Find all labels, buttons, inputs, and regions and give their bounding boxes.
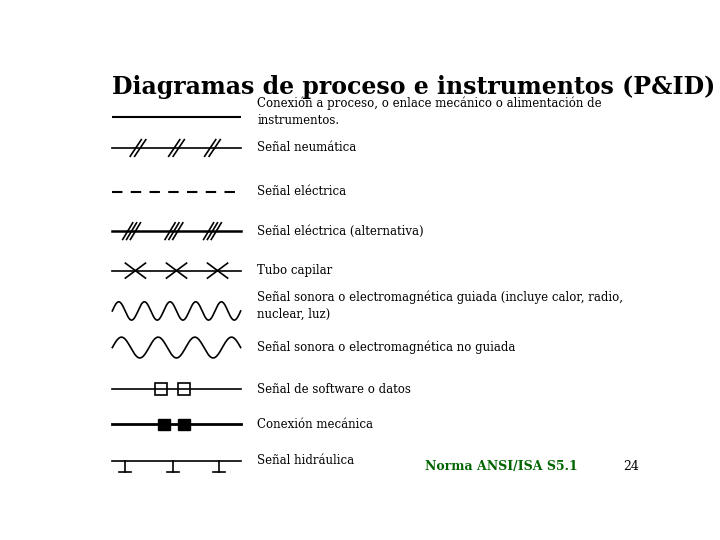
Text: Señal hidráulica: Señal hidráulica [258,454,354,467]
Text: Señal sonora o electromagnética guiada (incluye calor, radio,
nuclear, luz): Señal sonora o electromagnética guiada (… [258,291,624,321]
Text: Señal sonora o electromagnética no guiada: Señal sonora o electromagnética no guiad… [258,341,516,354]
Text: Diagramas de proceso e instrumentos (P&ID): Diagramas de proceso e instrumentos (P&I… [112,75,716,99]
Text: Conexión mecánica: Conexión mecánica [258,418,374,431]
Text: Norma ANSI/ISA S5.1: Norma ANSI/ISA S5.1 [425,460,577,473]
Text: Conexión a proceso, o enlace mecánico o alimentación de
instrumentos.: Conexión a proceso, o enlace mecánico o … [258,97,602,127]
Text: Señal eléctrica (alternativa): Señal eléctrica (alternativa) [258,225,424,238]
Text: Señal neumática: Señal neumática [258,141,356,154]
Bar [155,383,167,395]
Bar [178,383,190,395]
Bar [178,418,190,430]
Bar [158,418,170,430]
Text: Señal eléctrica: Señal eléctrica [258,185,346,198]
Text: Señal de software o datos: Señal de software o datos [258,383,411,396]
Text: 24: 24 [623,460,639,473]
Text: Tubo capilar: Tubo capilar [258,264,333,277]
